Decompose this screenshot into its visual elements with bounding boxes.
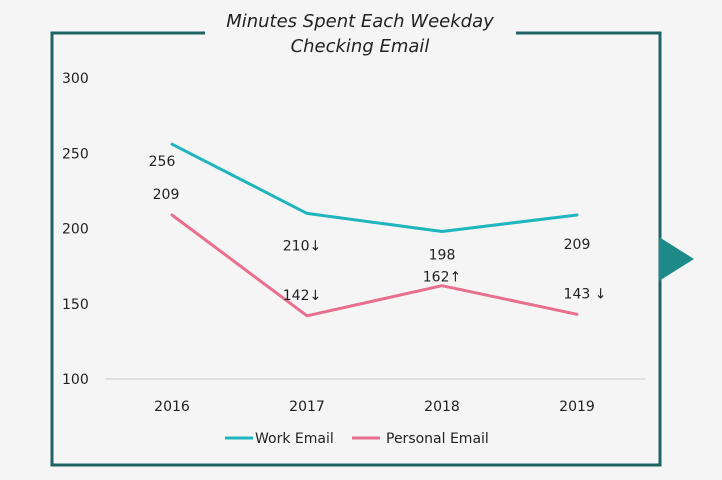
y-tick-label: 150 xyxy=(62,297,89,313)
frame-left-part xyxy=(50,31,662,467)
y-tick-label: 300 xyxy=(62,71,89,87)
legend-label: Personal Email xyxy=(386,431,489,447)
y-axis-ticks: 100 150 200 250 300 xyxy=(62,71,89,388)
triangle-right-icon[interactable] xyxy=(659,237,694,281)
y-tick-label: 100 xyxy=(62,372,89,388)
data-label: 210↓ xyxy=(283,238,321,254)
chart-legend: Work Email Personal Email xyxy=(225,431,489,447)
y-tick-label: 250 xyxy=(62,146,89,162)
legend-item-personal-email[interactable]: Personal Email xyxy=(352,431,489,447)
x-axis-ticks: 2016 2017 2018 2019 xyxy=(154,399,595,415)
legend-item-work-email[interactable]: Work Email xyxy=(225,431,334,447)
data-label: 198 xyxy=(429,248,456,264)
legend-label: Work Email xyxy=(255,431,334,447)
x-tick-label: 2017 xyxy=(289,399,325,415)
chart-frame xyxy=(50,31,662,467)
y-tick-label: 200 xyxy=(62,222,89,238)
series-line-personal-email xyxy=(170,213,579,318)
series-line-work-email xyxy=(170,142,579,233)
x-tick-label: 2016 xyxy=(154,399,190,415)
data-labels: 256 210↓ 198 209 209 142↓ 162↑ 143 ↓ xyxy=(149,154,607,304)
data-label: 256 xyxy=(149,154,176,170)
x-tick-label: 2019 xyxy=(559,399,595,415)
data-label: 209 xyxy=(564,237,591,253)
data-label: 143 ↓ xyxy=(564,286,607,302)
x-tick-label: 2018 xyxy=(424,399,460,415)
chart-title-line-1: Minutes Spent Each Weekday xyxy=(226,11,494,32)
data-label: 209 xyxy=(153,187,180,203)
data-label: 142↓ xyxy=(283,288,321,304)
series-lines xyxy=(170,142,579,318)
chart-title: Minutes Spent Each Weekday Checking Emai… xyxy=(226,11,494,57)
data-label: 162↑ xyxy=(423,270,461,286)
chart-title-line-2: Checking Email xyxy=(291,36,430,57)
